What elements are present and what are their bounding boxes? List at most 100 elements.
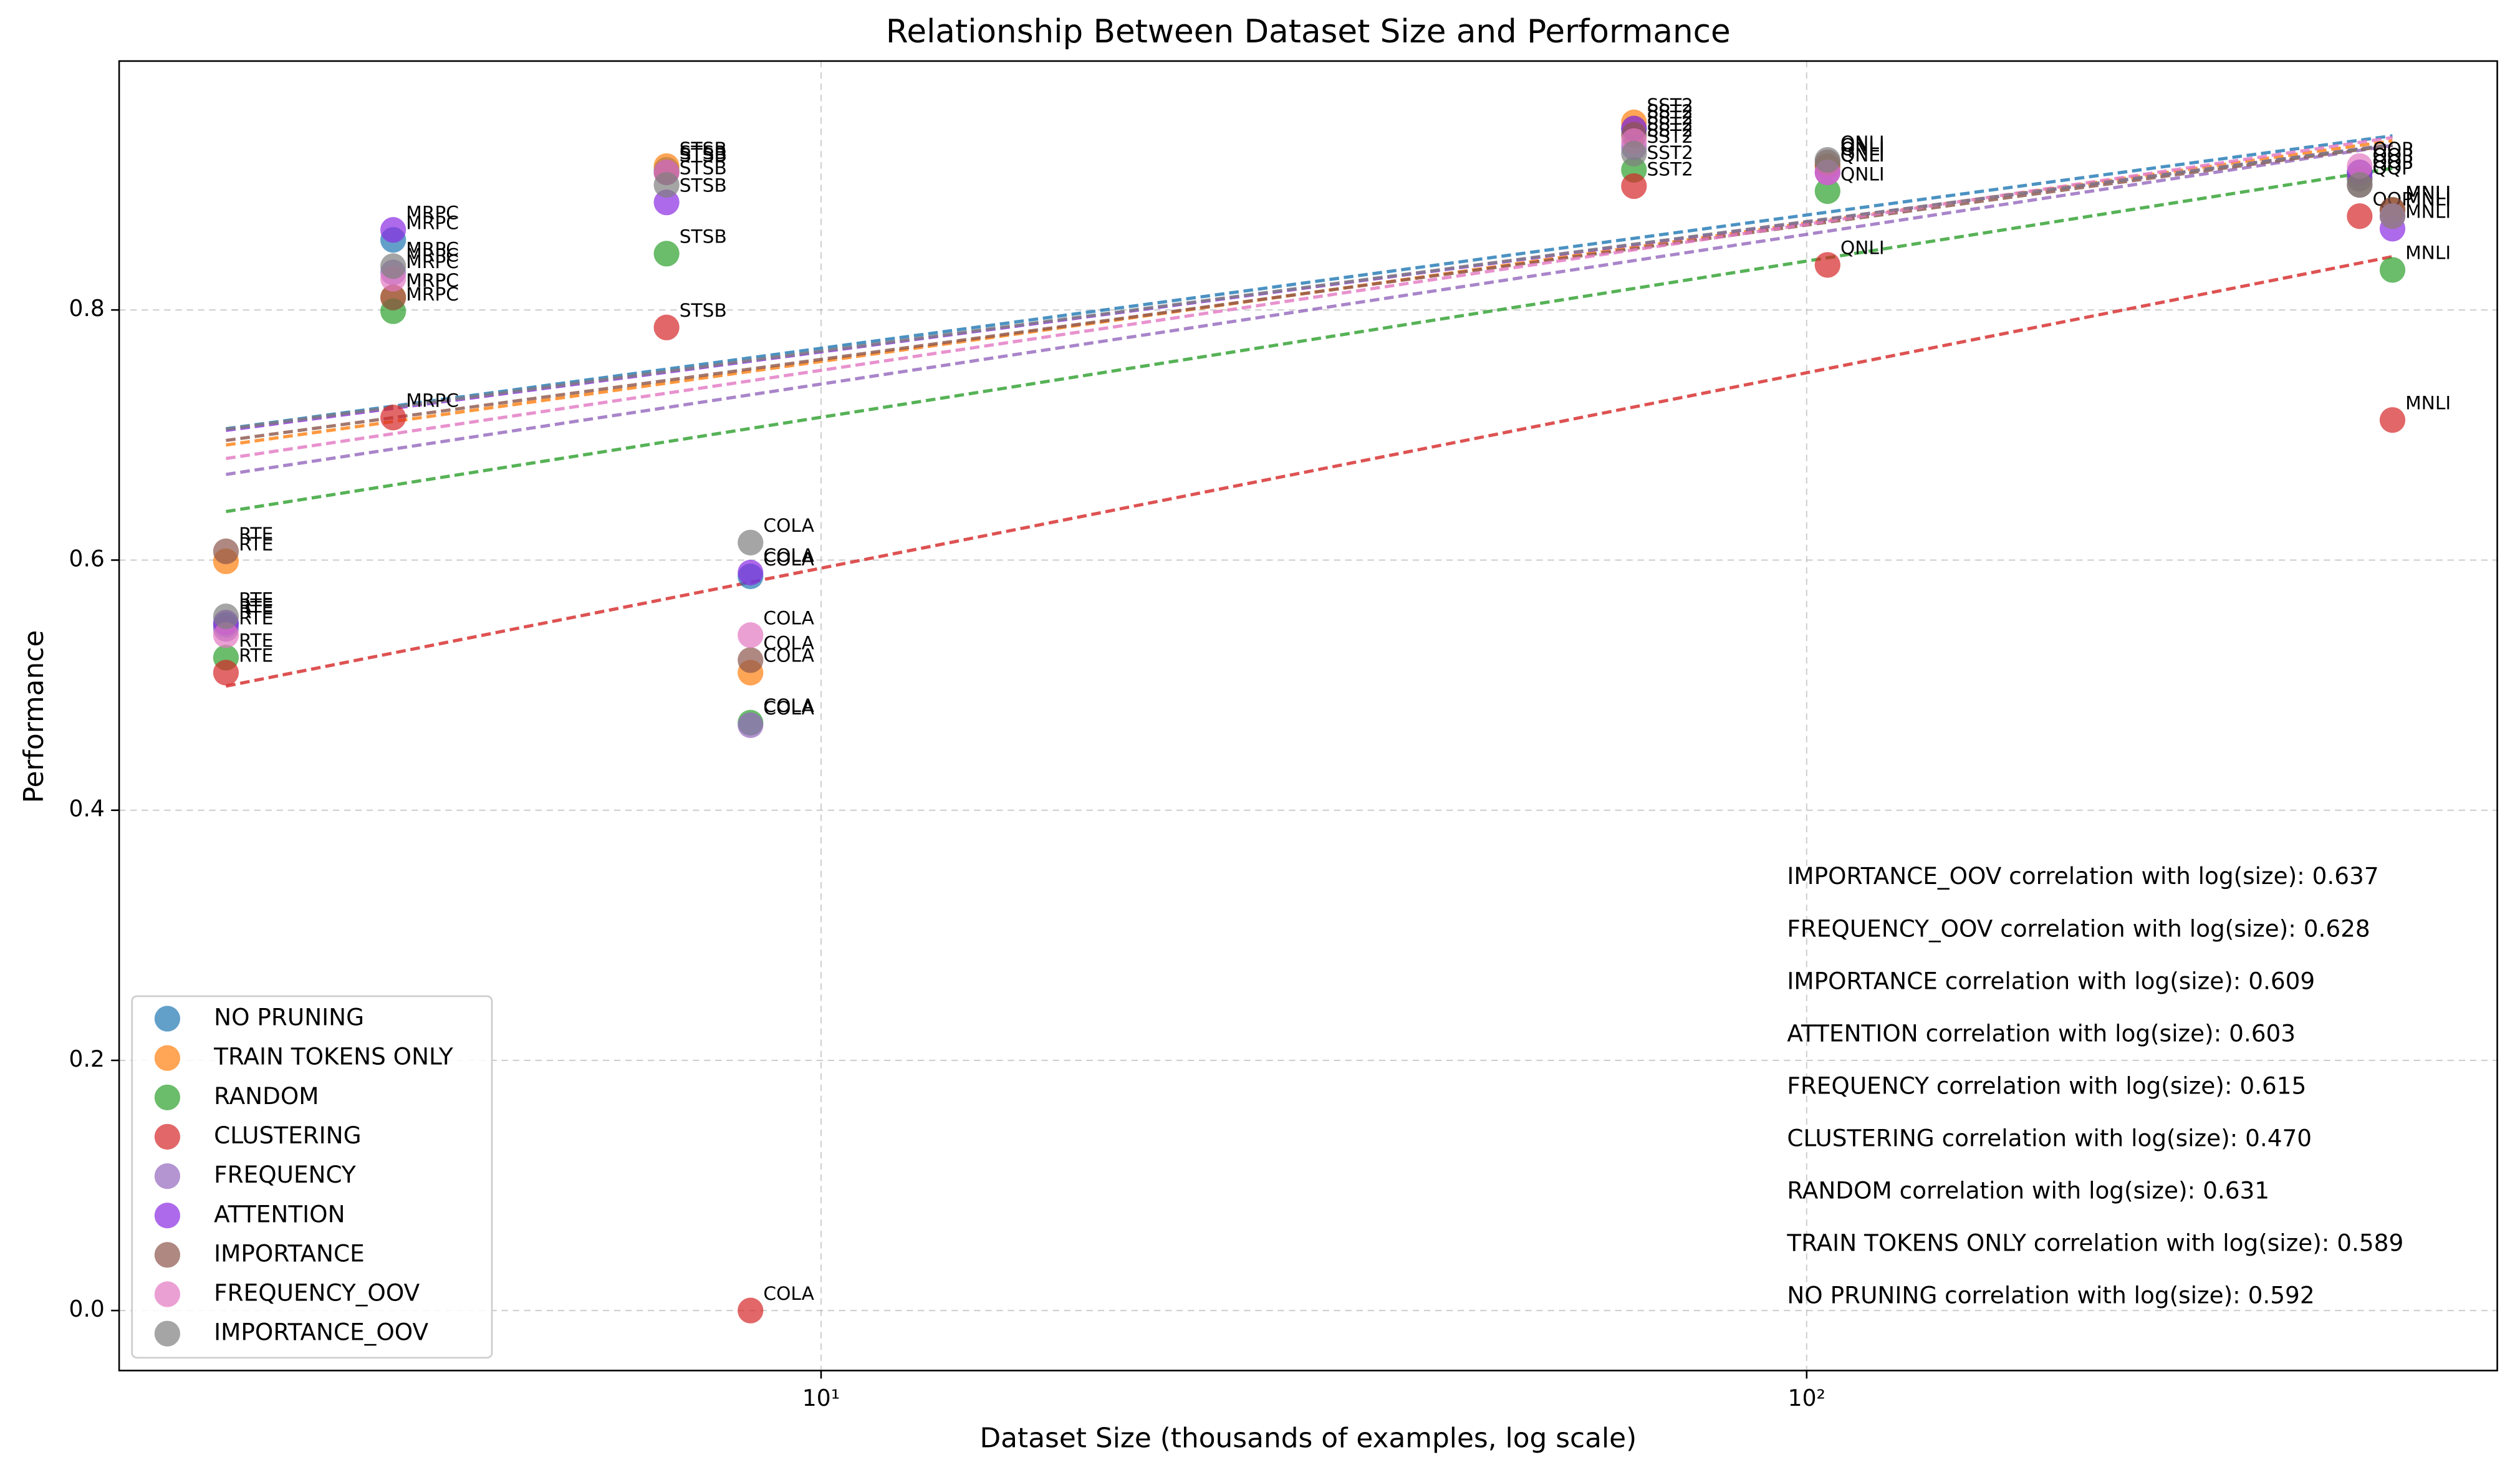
point-label: STSB bbox=[680, 226, 727, 247]
point bbox=[738, 622, 764, 648]
trend-line bbox=[226, 166, 2393, 514]
point-label: QNLI bbox=[1840, 163, 1885, 185]
point bbox=[213, 622, 239, 648]
annotation: TRAIN TOKENS ONLY correlation with log(s… bbox=[1786, 1229, 2403, 1256]
point-label: MRPC bbox=[406, 212, 459, 234]
point-label: QQP bbox=[2372, 138, 2413, 160]
point-label: MNLI bbox=[2405, 188, 2451, 209]
point-label: MRPC bbox=[406, 202, 459, 224]
point bbox=[1814, 252, 1840, 278]
point-label: MRPC bbox=[406, 269, 459, 291]
point-label: MNLI bbox=[2405, 392, 2451, 413]
point bbox=[1814, 147, 1840, 173]
point bbox=[2347, 153, 2373, 180]
y-tick-label: 0.8 bbox=[69, 295, 105, 322]
point bbox=[380, 253, 406, 279]
legend-label: TRAIN TOKENS ONLY bbox=[213, 1043, 453, 1070]
point-label: QQP bbox=[2372, 156, 2413, 178]
point-label: COLA bbox=[763, 697, 814, 719]
trend-line bbox=[226, 135, 2393, 460]
legend-label: NO PRUNING bbox=[214, 1004, 364, 1031]
point bbox=[738, 712, 764, 738]
point bbox=[2379, 257, 2406, 283]
legend-marker bbox=[154, 1123, 181, 1150]
point-label: RTE bbox=[239, 588, 273, 610]
legend-marker bbox=[154, 1006, 181, 1032]
legend-marker bbox=[154, 1320, 181, 1347]
point-label: MRPC bbox=[406, 389, 459, 411]
point-label: STSB bbox=[680, 156, 727, 178]
point-label: MRPC bbox=[406, 269, 459, 291]
point-label: RTE bbox=[239, 597, 273, 618]
point bbox=[2379, 407, 2406, 433]
point bbox=[738, 559, 764, 586]
point-label: QNLI bbox=[1840, 134, 1885, 156]
point-label: SST2 bbox=[1647, 100, 1693, 122]
point-label: STSB bbox=[680, 142, 727, 163]
point-label: COLA bbox=[763, 632, 814, 654]
legend-label: FREQUENCY bbox=[214, 1161, 356, 1188]
point bbox=[380, 217, 406, 243]
point-label: MNLI bbox=[2405, 201, 2451, 223]
point-label: RTE bbox=[239, 630, 273, 651]
legend-marker bbox=[154, 1163, 181, 1189]
point-label: STSB bbox=[680, 144, 727, 166]
legend-label: IMPORTANCE bbox=[214, 1239, 365, 1267]
point-label: QQP bbox=[2372, 150, 2413, 172]
point-label: QQP bbox=[2372, 144, 2413, 166]
point-label: STSB bbox=[680, 174, 727, 196]
point-label: COLA bbox=[763, 694, 814, 716]
legend-label: IMPORTANCE_OOV bbox=[214, 1319, 428, 1346]
point-label: COLA bbox=[763, 1282, 814, 1304]
point-label: COLA bbox=[763, 645, 814, 666]
legend-marker bbox=[154, 1084, 181, 1110]
point bbox=[213, 603, 239, 630]
point bbox=[213, 538, 239, 565]
point-label: RTE bbox=[239, 533, 273, 555]
point-label: QNLI bbox=[1840, 144, 1885, 166]
point-label: MRPC bbox=[406, 238, 459, 260]
point bbox=[738, 647, 764, 673]
annotation: CLUSTERING correlation with log(size): 0… bbox=[1787, 1124, 2312, 1151]
y-tick-label: 0.0 bbox=[69, 1296, 105, 1322]
point-label: STSB bbox=[680, 144, 727, 166]
point-label: MNLI bbox=[2405, 181, 2451, 203]
point bbox=[738, 1297, 764, 1324]
point bbox=[653, 241, 680, 267]
point bbox=[2347, 171, 2373, 198]
point bbox=[380, 284, 406, 310]
legend-marker bbox=[154, 1045, 181, 1071]
legend-marker bbox=[154, 1281, 181, 1307]
trend-line bbox=[225, 255, 2393, 688]
point-label: SST2 bbox=[1647, 107, 1693, 128]
legend-label: RANDOM bbox=[214, 1082, 319, 1110]
point-label: MNLI bbox=[2405, 181, 2451, 203]
point bbox=[213, 660, 239, 686]
point-label: MRPC bbox=[406, 244, 459, 266]
point-label: MNLI bbox=[2405, 242, 2451, 264]
point-label: QQP bbox=[2372, 150, 2413, 172]
point-label: QQP bbox=[2372, 156, 2413, 178]
point-label: SST2 bbox=[1647, 119, 1693, 141]
y-tick-label: 0.4 bbox=[69, 796, 105, 822]
annotation: ATTENTION correlation with log(size): 0.… bbox=[1787, 1019, 2296, 1047]
point-label: RTE bbox=[239, 594, 273, 616]
point-label: QNLI bbox=[1840, 138, 1885, 160]
legend-label: FREQUENCY_OOV bbox=[214, 1279, 420, 1307]
point-label: SST2 bbox=[1647, 158, 1693, 180]
trend-line bbox=[226, 143, 2393, 443]
point bbox=[1814, 178, 1840, 204]
legend-box bbox=[131, 995, 493, 1359]
point-label: QNLI bbox=[1840, 144, 1885, 166]
point-label: STSB bbox=[680, 144, 727, 166]
legend-marker bbox=[154, 1203, 181, 1229]
point-label: QQP bbox=[2372, 150, 2413, 172]
point-label: SST2 bbox=[1647, 94, 1693, 116]
annotation: RANDOM correlation with log(size): 0.631 bbox=[1787, 1176, 2269, 1204]
point bbox=[653, 171, 680, 198]
point bbox=[2347, 203, 2373, 229]
plot-frame bbox=[118, 60, 2498, 1372]
chart-title: Relationship Between Dataset Size and Pe… bbox=[886, 13, 1731, 50]
